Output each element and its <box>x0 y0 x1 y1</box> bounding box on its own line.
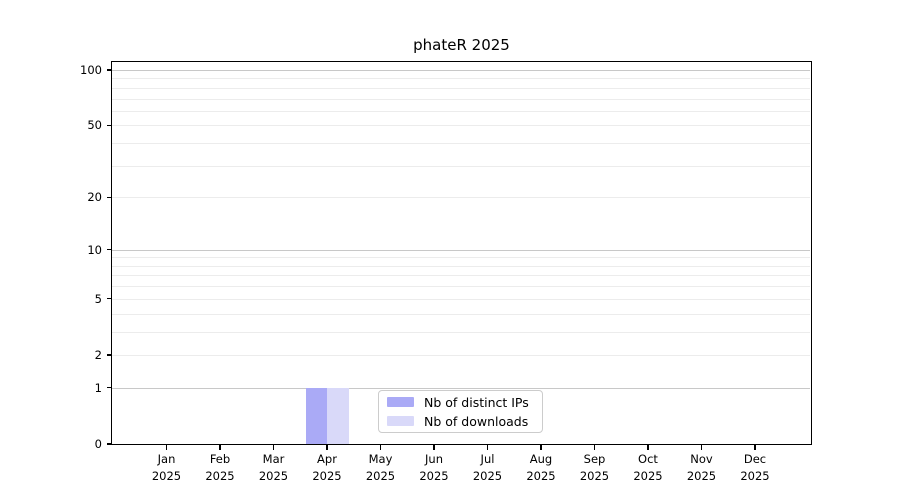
y-tick-mark <box>107 354 112 356</box>
plot-area-border <box>111 61 812 445</box>
x-tick-label: Oct 2025 <box>633 452 663 483</box>
x-tick-mark <box>165 445 168 450</box>
x-tick-label: Jul 2025 <box>472 452 503 483</box>
x-tick-label: Jan 2025 <box>151 452 182 483</box>
y-tick-label: 50 <box>87 118 102 133</box>
gridline-minor <box>112 125 810 127</box>
y-tick-label: 2 <box>94 347 102 362</box>
x-tick-mark <box>326 445 328 450</box>
gridline-minor <box>112 257 810 259</box>
y-tick-label: 20 <box>87 190 102 205</box>
y-tick-label: 100 <box>80 63 102 77</box>
legend-row: Nb of distinct IPs <box>387 395 542 410</box>
x-tick-mark <box>379 445 382 450</box>
y-tick-mark <box>107 249 112 251</box>
x-tick-label: Feb 2025 <box>205 452 235 483</box>
legend-label: Nb of distinct IPs <box>424 394 529 410</box>
gridline-minor <box>112 265 810 267</box>
y-tick-mark <box>107 196 112 198</box>
legend-swatch <box>387 397 414 407</box>
y-tick-mark <box>107 387 112 389</box>
gridline-minor <box>112 165 810 167</box>
gridline-minor <box>112 87 810 89</box>
legend-swatch <box>387 416 414 426</box>
x-tick-label: Aug 2025 <box>526 452 556 483</box>
x-tick-label: Apr 2025 <box>312 452 342 483</box>
x-tick-label: May 2025 <box>365 452 396 483</box>
gridline-minor <box>112 78 810 80</box>
x-tick-mark <box>540 445 542 450</box>
y-tick-mark <box>107 298 112 300</box>
gridline-minor <box>112 331 810 333</box>
x-tick-mark <box>219 445 221 450</box>
x-tick-label: Sep 2025 <box>579 452 610 483</box>
y-tick-mark <box>107 124 112 126</box>
y-tick-label: 1 <box>94 380 102 395</box>
legend-label: Nb of downloads <box>424 413 529 429</box>
gridline-minor <box>112 197 810 199</box>
legend-row: Nb of downloads <box>387 414 542 429</box>
chart-title: phateR 2025 <box>413 36 510 54</box>
gridline-minor <box>112 275 810 277</box>
gridline-minor <box>112 313 810 315</box>
x-tick-label: Nov 2025 <box>686 452 717 483</box>
gridline-major <box>112 70 810 71</box>
gridline-minor <box>112 98 810 100</box>
x-tick-mark <box>647 445 649 450</box>
bar-nb-of-distinct-ips <box>305 387 327 444</box>
x-tick-mark <box>272 445 275 450</box>
y-tick-mark <box>107 69 112 71</box>
gridline-minor <box>112 110 810 112</box>
x-tick-label: Jun 2025 <box>419 452 449 483</box>
x-tick-mark <box>754 445 756 450</box>
gridline-minor <box>112 298 810 300</box>
y-tick-label: 5 <box>94 291 102 306</box>
gridline-minor <box>112 143 810 145</box>
gridline-minor <box>112 286 810 288</box>
legend: Nb of distinct IPs Nb of downloads <box>378 390 543 433</box>
x-tick-label: Mar 2025 <box>258 452 289 483</box>
bar-nb-of-downloads <box>327 387 349 444</box>
y-tick-label: 10 <box>87 242 102 257</box>
x-tick-mark <box>700 445 703 450</box>
x-tick-mark <box>593 445 596 450</box>
gridline-minor <box>112 354 810 356</box>
gridline-major <box>112 249 810 251</box>
y-tick-mark <box>107 443 112 445</box>
gridline-major <box>112 387 810 389</box>
x-tick-mark <box>433 445 435 450</box>
y-tick-label: 0 <box>94 437 102 451</box>
x-tick-label: Dec 2025 <box>740 452 770 483</box>
x-tick-mark <box>486 445 489 450</box>
